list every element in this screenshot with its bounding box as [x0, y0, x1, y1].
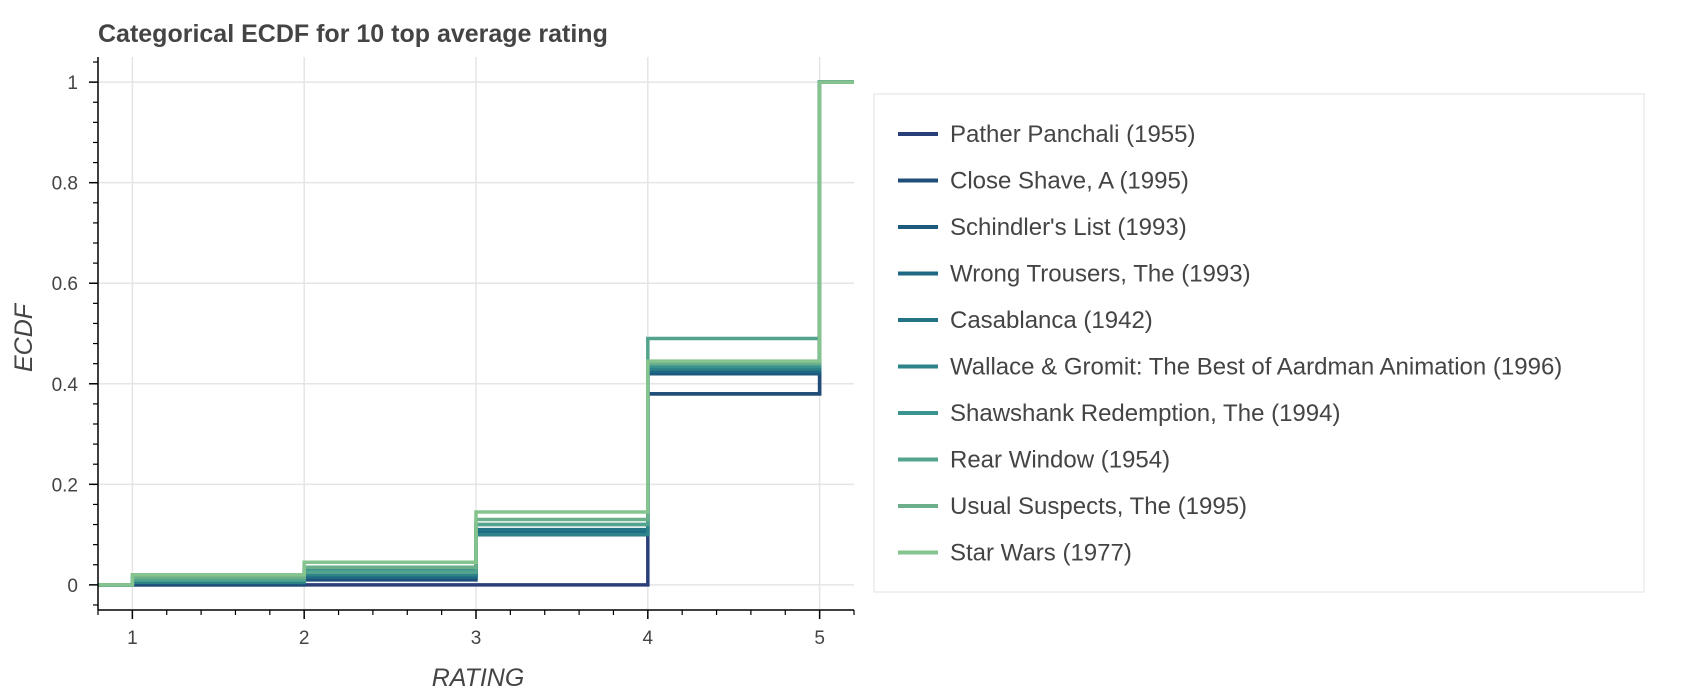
legend-label: Pather Panchali (1955) — [950, 121, 1195, 148]
legend-label: Star Wars (1977) — [950, 540, 1132, 567]
chart-title: Categorical ECDF for 10 top average rati… — [98, 20, 608, 48]
legend-item: Usual Suspects, The (1995) — [898, 493, 1247, 520]
legend-item: Pather Panchali (1955) — [898, 121, 1195, 148]
legend-item: Casablanca (1942) — [898, 307, 1153, 334]
axes: 1 2 3 4 5 0 0.2 0.4 0.6 0.8 1 — [52, 57, 855, 649]
y-tick-label: 0.2 — [52, 475, 78, 496]
legend-label: Rear Window (1954) — [950, 447, 1170, 474]
legend-item: Wrong Trousers, The (1993) — [898, 261, 1251, 288]
y-tick-label: 0.4 — [52, 375, 79, 396]
legend-item: Close Shave, A (1995) — [898, 168, 1189, 195]
legend-label: Wallace & Gromit: The Best of Aardman An… — [950, 354, 1562, 381]
legend: Pather Panchali (1955) Close Shave, A (19… — [873, 93, 1645, 593]
legend-item: Rear Window (1954) — [898, 447, 1170, 474]
legend-label: Close Shave, A (1995) — [950, 168, 1189, 195]
legend-item: Star Wars (1977) — [898, 540, 1132, 567]
x-axis-label: RATING — [432, 664, 525, 692]
y-tick-label: 0.6 — [52, 274, 78, 295]
legend-label: Shawshank Redemption, The (1994) — [950, 400, 1340, 427]
legend-item: Wallace & Gromit: The Best of Aardman An… — [898, 354, 1562, 381]
legend-item: Shawshank Redemption, The (1994) — [898, 400, 1340, 427]
legend-items: Pather Panchali (1955) Close Shave, A (19… — [898, 121, 1562, 567]
y-tick-label: 1 — [67, 73, 78, 94]
legend-label: Wrong Trousers, The (1993) — [950, 261, 1251, 288]
y-axis-label: ECDF — [10, 302, 38, 372]
series-line — [98, 80, 854, 587]
y-tick-label: 0 — [67, 576, 78, 597]
y-tick-label: 0.8 — [52, 174, 78, 195]
legend-box — [873, 93, 1645, 593]
x-tick-label: 2 — [299, 628, 310, 649]
legend-label: Casablanca (1942) — [950, 307, 1153, 334]
x-tick-label: 1 — [127, 628, 138, 649]
legend-item: Schindler's List (1993) — [898, 214, 1187, 241]
legend-label: Schindler's List (1993) — [950, 214, 1187, 241]
series-group — [98, 80, 854, 587]
x-tick-label: 5 — [814, 628, 825, 649]
legend-label: Usual Suspects, The (1995) — [950, 493, 1247, 520]
x-tick-label: 4 — [643, 628, 654, 649]
x-tick-label: 3 — [471, 628, 482, 649]
